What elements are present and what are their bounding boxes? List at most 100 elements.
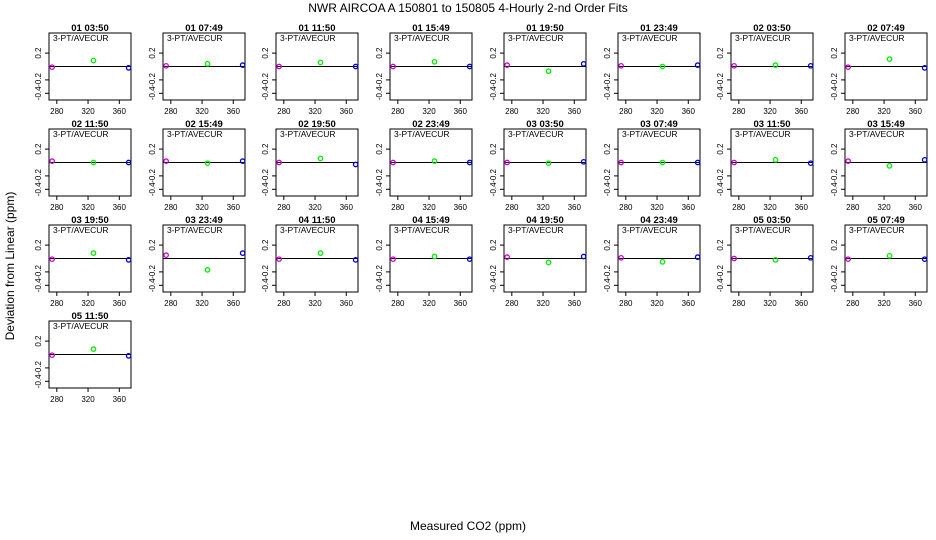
data-point: [431, 158, 438, 165]
panel-title: 01 11:50: [299, 23, 336, 34]
panel-title: 04 19:50: [526, 215, 564, 226]
panel-title: 01 23:49: [640, 23, 678, 34]
y-tick-label: -0.4: [489, 278, 498, 292]
data-point: [163, 252, 169, 258]
panel-method-label: 3-PT/AVECUR: [167, 225, 223, 235]
y-tick-label: -0.2: [830, 72, 839, 86]
data-point: [90, 159, 97, 166]
data-point: [772, 256, 779, 263]
x-tick-label: 280: [164, 299, 178, 308]
y-tick-label: -0.4: [148, 182, 157, 196]
x-tick-label: 320: [308, 299, 322, 308]
panel-title: 03 15:49: [867, 119, 905, 130]
panel-method-label: 3-PT/AVECUR: [280, 129, 336, 139]
panel-title: 02 07:49: [867, 23, 905, 34]
y-tick-label: 0.2: [716, 239, 725, 251]
data-point: [49, 256, 55, 263]
panel-method-label: 3-PT/AVECUR: [508, 129, 564, 139]
y-tick-label: -0.2: [34, 168, 43, 182]
data-point: [659, 63, 666, 70]
data-point: [390, 159, 396, 166]
data-point: [886, 252, 893, 259]
y-tick-label: -0.2: [603, 168, 612, 182]
x-tick-label: 280: [50, 395, 64, 404]
x-tick-label: 360: [682, 203, 696, 212]
data-point: [276, 63, 282, 70]
data-point: [239, 250, 246, 256]
panel-title: 02 23:49: [412, 119, 450, 130]
y-tick-label: -0.2: [716, 72, 725, 86]
data-point: [204, 160, 211, 167]
data-point: [772, 62, 779, 69]
data-point: [431, 58, 438, 65]
x-tick-label: 320: [763, 107, 777, 116]
scatter-panel: 01 23:493-PT/AVECUR -0.4-0.2 0.2 280 320 360: [603, 23, 701, 116]
y-tick-label: -0.2: [148, 72, 157, 86]
x-tick-label: 360: [568, 203, 582, 212]
y-tick-label: -0.2: [830, 168, 839, 182]
data-point: [239, 158, 246, 165]
data-point: [921, 64, 928, 71]
x-tick-label: 360: [568, 107, 582, 116]
data-point: [163, 158, 169, 165]
x-tick-label: 320: [195, 107, 209, 116]
y-axis-label: Deviation from Linear (ppm): [3, 192, 17, 341]
data-point: [90, 57, 97, 64]
data-point: [807, 254, 814, 261]
panel-title: 03 03:50: [526, 119, 564, 130]
data-point: [845, 256, 851, 263]
x-tick-label: 360: [909, 299, 923, 308]
y-tick-label: -0.4: [375, 278, 384, 292]
y-tick-label: 0.2: [830, 239, 839, 251]
x-tick-label: 360: [340, 107, 354, 116]
x-tick-label: 360: [454, 299, 468, 308]
y-tick-label: -0.2: [375, 168, 384, 182]
scatter-panel: 04 15:493-PT/AVECUR -0.4-0.2 0.2 280 320 360: [375, 215, 473, 308]
data-point: [807, 62, 814, 69]
y-tick-label: -0.4: [830, 182, 839, 196]
y-tick-label: 0.2: [603, 239, 612, 251]
scatter-panel: 03 15:493-PT/AVECUR -0.4-0.2 0.2 280 320 360: [830, 119, 928, 212]
x-tick-label: 280: [391, 203, 405, 212]
y-tick-label: 0.2: [34, 239, 43, 251]
y-tick-label: 0.2: [375, 47, 384, 59]
y-tick-label: -0.4: [603, 86, 612, 100]
x-tick-label: 280: [846, 203, 860, 212]
panel-method-label: 3-PT/AVECUR: [849, 225, 905, 235]
panel-method-label: 3-PT/AVECUR: [622, 33, 678, 43]
panel-method-label: 3-PT/AVECUR: [394, 225, 450, 235]
x-tick-label: 320: [422, 299, 436, 308]
panel-method-label: 3-PT/AVECUR: [735, 225, 791, 235]
x-tick-label: 280: [391, 299, 405, 308]
x-tick-label: 360: [682, 299, 696, 308]
scatter-panel: 01 19:503-PT/AVECUR -0.4-0.2 0.2 280 320 360: [489, 23, 587, 116]
scatter-panel: 03 23:493-PT/AVECUR -0.4-0.2 0.2 280 320 360: [148, 215, 246, 308]
x-tick-label: 360: [454, 107, 468, 116]
x-tick-label: 280: [164, 107, 178, 116]
panel-method-label: 3-PT/AVECUR: [622, 225, 678, 235]
panel-method-label: 3-PT/AVECUR: [53, 33, 109, 43]
data-point: [731, 255, 737, 262]
y-tick-label: 0.2: [716, 47, 725, 59]
x-tick-label: 320: [195, 299, 209, 308]
x-tick-label: 360: [340, 299, 354, 308]
data-point: [204, 267, 211, 273]
x-tick-label: 360: [795, 299, 809, 308]
panel-method-label: 3-PT/AVECUR: [394, 33, 450, 43]
data-point: [276, 256, 282, 263]
data-point: [504, 159, 510, 166]
data-point: [731, 159, 737, 166]
y-tick-label: -0.4: [830, 278, 839, 292]
data-point: [317, 59, 324, 66]
data-point: [390, 63, 396, 70]
y-tick-label: -0.2: [261, 168, 270, 182]
x-tick-label: 320: [195, 203, 209, 212]
data-point: [125, 256, 132, 263]
scatter-panel: 05 03:503-PT/AVECUR -0.4-0.2 0.2 280 320 360: [716, 215, 814, 308]
x-tick-label: 320: [81, 395, 95, 404]
x-tick-label: 280: [732, 107, 746, 116]
y-tick-label: -0.4: [34, 278, 43, 292]
x-tick-label: 360: [113, 395, 127, 404]
y-tick-label: -0.2: [603, 264, 612, 278]
